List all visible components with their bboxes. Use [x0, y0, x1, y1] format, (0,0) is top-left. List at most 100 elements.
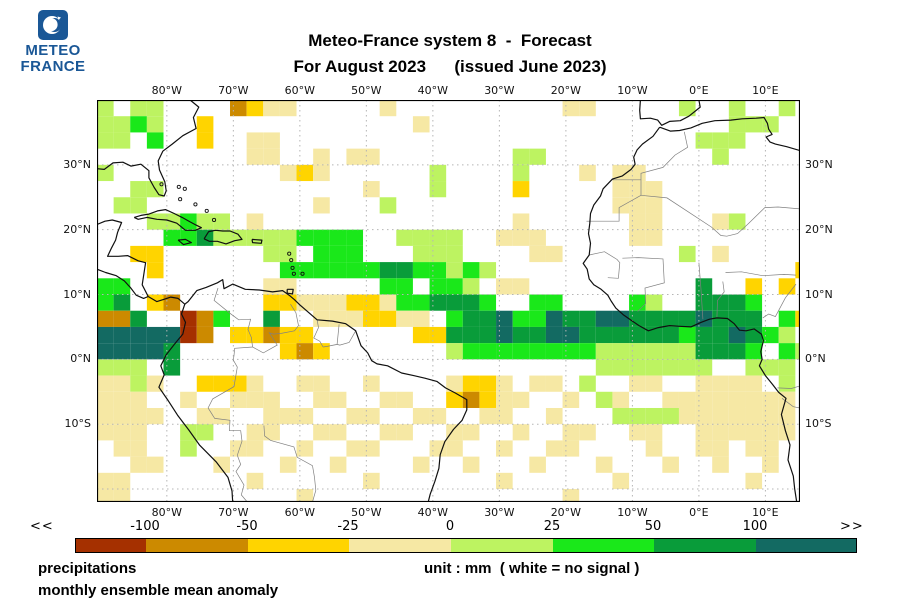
- anomaly-cell: [329, 456, 347, 473]
- meteo-france-logo-icon: [43, 16, 62, 34]
- anomaly-cell: [462, 424, 480, 441]
- anomaly-cell: [595, 391, 613, 408]
- anomaly-cell: [113, 326, 131, 344]
- colorbar-underflow-arrow: <<: [30, 519, 54, 534]
- anomaly-cell: [762, 359, 779, 376]
- colorbar-tick-label: 100: [742, 519, 768, 534]
- anomaly-cell: [313, 424, 330, 441]
- anomaly-cell: [379, 100, 397, 117]
- anomaly-cell: [313, 164, 330, 182]
- island: [291, 271, 296, 276]
- island: [290, 265, 295, 270]
- anomaly-cell: [645, 229, 663, 246]
- anomaly-cell: [97, 472, 114, 490]
- anomaly-cell: [146, 116, 164, 133]
- anomaly-cell: [545, 310, 563, 327]
- anomaly-cell: [396, 391, 413, 408]
- anomaly-cell: [130, 100, 147, 117]
- anomaly-cell: [678, 343, 696, 360]
- anomaly-cell: [279, 229, 297, 246]
- anomaly-cell: [712, 456, 729, 473]
- anomaly-cell: [629, 181, 646, 198]
- anomaly-cell: [97, 359, 114, 376]
- anomaly-cell: [629, 213, 646, 230]
- coastline: [96, 268, 149, 299]
- coastline: [158, 304, 234, 503]
- lat-tick-left: 20°N: [63, 222, 91, 236]
- colorbar-segment: [654, 539, 757, 552]
- anomaly-cell: [645, 326, 663, 344]
- country-border: [622, 257, 665, 312]
- anomaly-cell: [113, 197, 131, 214]
- anomaly-cell: [612, 164, 630, 182]
- logo-text-meteo: METEO: [25, 42, 81, 59]
- lon-tick-bottom: 10°W: [617, 506, 648, 519]
- anomaly-cell: [263, 100, 280, 117]
- anomaly-cell: [562, 310, 580, 327]
- anomaly-cell: [496, 375, 513, 392]
- anomaly-cell: [712, 132, 729, 149]
- colorbar-tick-label: -25: [337, 519, 359, 534]
- anomaly-cell: [113, 294, 131, 311]
- anomaly-cell: [512, 326, 530, 344]
- anomaly-cell: [446, 245, 463, 263]
- anomaly-cell: [346, 440, 364, 457]
- anomaly-cell: [629, 359, 646, 376]
- country-border: [323, 324, 340, 348]
- anomaly-cell: [97, 375, 114, 392]
- lat-tick-left: 10°S: [64, 417, 91, 431]
- anomaly-cell: [263, 326, 280, 344]
- lon-tick-top: 50°W: [351, 84, 382, 97]
- anomaly-cell: [379, 424, 397, 441]
- coastline: [96, 219, 468, 503]
- anomaly-cell: [712, 326, 729, 344]
- anomaly-cell: [412, 407, 430, 425]
- anomaly-cell: [629, 294, 646, 311]
- country-border: [777, 385, 801, 389]
- coastline: [203, 229, 243, 245]
- anomaly-cell: [429, 407, 447, 425]
- colorbar-tick-label: -100: [130, 519, 160, 534]
- anomaly-cell: [645, 375, 663, 392]
- island: [176, 184, 181, 189]
- colorbar: [75, 538, 857, 553]
- anomaly-cell: [130, 326, 147, 344]
- anomaly-cell: [363, 407, 380, 425]
- anomaly-cell: [213, 375, 231, 392]
- anomaly-cell: [545, 440, 563, 457]
- anomaly-cell: [296, 375, 314, 392]
- anomaly-cell: [446, 278, 463, 295]
- anomaly-cell: [146, 343, 164, 360]
- anomaly-cell: [429, 245, 447, 263]
- lon-tick-top: 40°W: [417, 84, 449, 97]
- anomaly-cell: [313, 294, 330, 311]
- anomaly-cell: [612, 310, 630, 327]
- anomaly-cell: [728, 407, 746, 425]
- anomaly-cell: [479, 391, 497, 408]
- anomaly-cell: [562, 489, 580, 506]
- anomaly-cell: [429, 278, 447, 295]
- anomaly-cell: [562, 343, 580, 360]
- anomaly-cell: [263, 229, 280, 246]
- anomaly-cell: [512, 343, 530, 360]
- anomaly-cell: [329, 262, 347, 279]
- anomaly-cell: [279, 343, 297, 360]
- anomaly-cell: [346, 262, 364, 279]
- anomaly-cell: [130, 197, 147, 214]
- figure-title-line1: Meteo-France system 8 - Forecast: [308, 31, 592, 50]
- anomaly-cell: [329, 424, 347, 441]
- coastline: [286, 288, 294, 295]
- anomaly-cell: [562, 424, 580, 441]
- anomaly-cell: [496, 326, 513, 344]
- lon-tick-bottom: 80°W: [151, 506, 183, 519]
- anomaly-cell: [246, 391, 264, 408]
- anomaly-cell: [579, 100, 596, 117]
- meteo-france-logo: [38, 10, 68, 40]
- anomaly-cell: [712, 391, 729, 408]
- anomaly-cell: [728, 424, 746, 441]
- island: [182, 186, 187, 191]
- lat-tick-right: 0°N: [805, 352, 826, 366]
- anomaly-map-canvas: [96, 99, 900, 506]
- anomaly-cell: [296, 440, 314, 457]
- anomaly-cell: [512, 278, 530, 295]
